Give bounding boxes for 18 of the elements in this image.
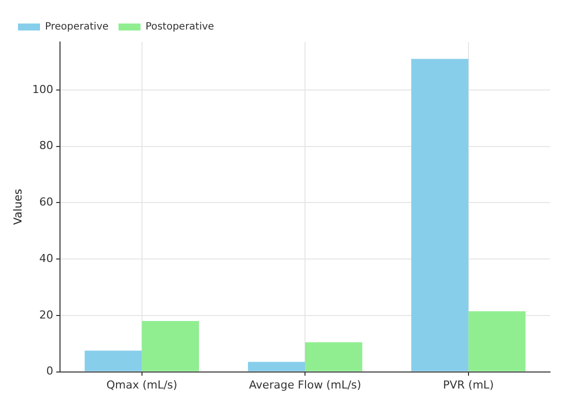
legend-label: Preoperative [45, 22, 109, 33]
y-tick-label: 100 [32, 82, 54, 96]
x-tick-label: PVR (mL) [443, 378, 494, 392]
bar [468, 311, 526, 372]
legend-label: Postoperative [146, 22, 214, 33]
bar [305, 342, 362, 372]
bar [411, 58, 468, 372]
x-tick-label: Qmax (mL/s) [106, 378, 178, 392]
y-tick-label: 80 [39, 139, 54, 152]
y-axis-title: Values [11, 188, 24, 225]
y-tick-label: 60 [39, 196, 54, 209]
bar [142, 321, 199, 372]
y-tick-label: 40 [39, 252, 54, 265]
y-tick-label: 0 [46, 364, 54, 378]
bar [248, 362, 306, 372]
x-tick-label: Average Flow (mL/s) [249, 378, 362, 392]
bar [84, 350, 142, 372]
y-tick-label: 20 [39, 308, 54, 322]
